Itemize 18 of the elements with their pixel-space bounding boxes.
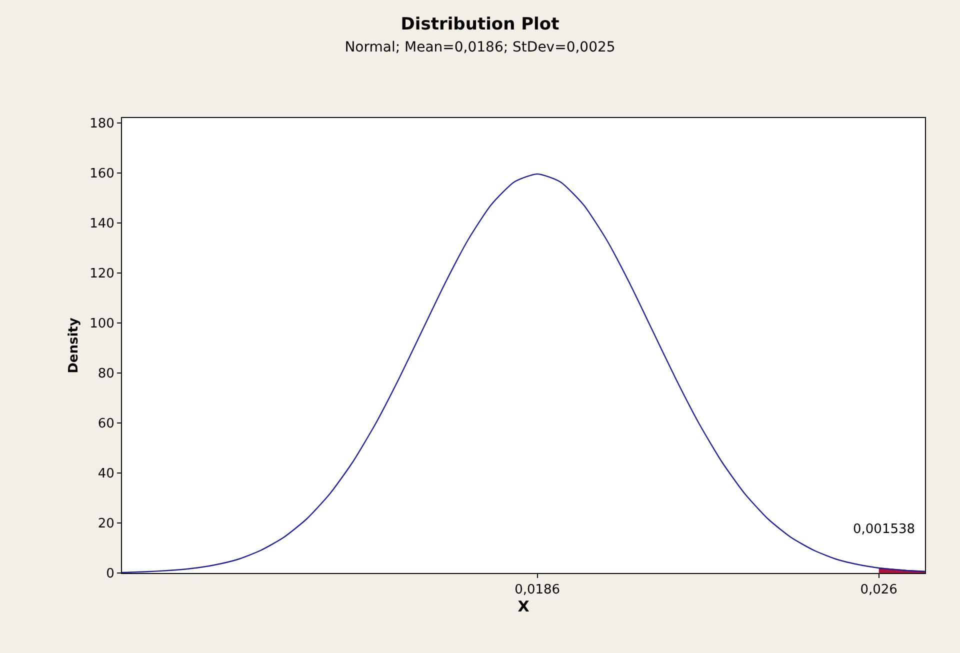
x-axis-title: X [518,598,530,616]
y-tick-label: 160 [90,166,114,182]
chart-subtitle: Normal; Mean=0,0186; StDev=0,0025 [344,39,616,56]
y-axis-title: Density [66,317,82,374]
annotation: 0,001538 [853,522,916,537]
line-series [122,173,925,573]
y-tick-label: 120 [90,266,114,282]
x-tick-label: 0,026 [860,582,898,598]
y-tick-label: 180 [90,116,114,132]
y-tick-label: 0 [106,566,114,582]
y-tick-label: 60 [98,416,114,432]
y-tick-label: 80 [98,366,114,382]
chart-title: Distribution Plot [400,14,560,34]
y-tick-label: 100 [90,316,114,332]
y-tick-label: 20 [98,516,114,532]
x-tick-label: 0,0186 [514,582,560,598]
y-tick-label: 40 [98,466,114,482]
y-tick-label: 140 [90,216,114,232]
